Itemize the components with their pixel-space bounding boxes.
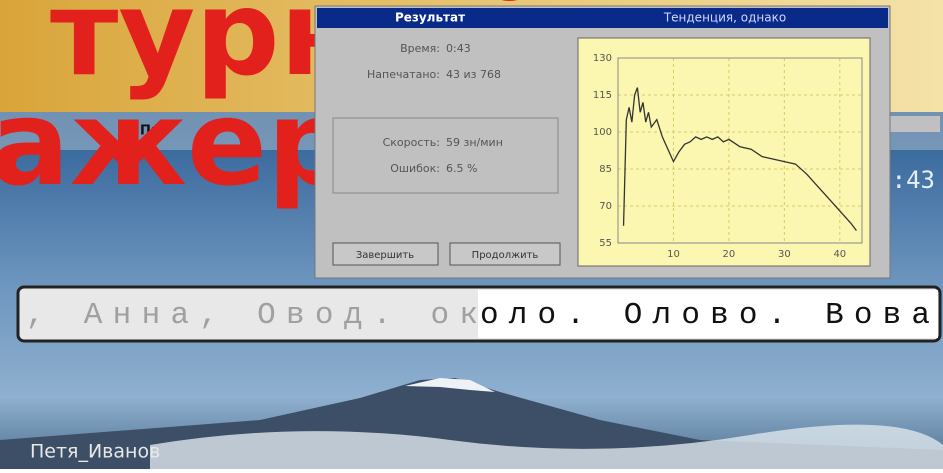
button-label[interactable]: Продолжить — [472, 250, 539, 261]
snow — [405, 378, 495, 392]
title-line-2: ажер — [0, 74, 352, 212]
pending-area — [478, 290, 938, 338]
y-tick-label: 55 — [599, 238, 612, 249]
dialog: Результат Тенденция, однако — [314, 5, 891, 279]
timer: :43 — [892, 166, 935, 194]
stat-label: Время: — [400, 42, 440, 55]
user-name: Петя_Иванов — [30, 441, 160, 463]
x-tick-label: 10 — [667, 249, 680, 260]
x-tick-label: 30 — [778, 249, 791, 260]
button[interactable] — [449, 242, 561, 266]
dialog-title: Результат — [395, 11, 465, 25]
x-tick-label: 20 — [723, 249, 736, 260]
button-label[interactable]: Завершить — [356, 250, 414, 261]
plot-frame — [617, 57, 863, 244]
stat-label: Ошибок: — [390, 162, 440, 175]
stat-value: 43 из 768 — [446, 68, 501, 81]
stat-value: 6.5 % — [446, 162, 477, 175]
stat-label: Скорость: — [383, 136, 440, 149]
line — [622, 87, 857, 232]
y-tick-label: 70 — [599, 201, 612, 212]
x-tick-label: 40 — [833, 249, 846, 260]
stat-value: 59 зн/мин — [446, 136, 503, 149]
chart-caption: Тенденция, однако — [663, 11, 786, 25]
dialog-title-bar — [317, 8, 888, 28]
window-buttons[interactable] — [890, 116, 940, 132]
results-box — [332, 117, 559, 194]
menu-item[interactable]: Пр — [140, 124, 160, 139]
y-tick-label: 115 — [593, 90, 612, 101]
clouds — [150, 424, 943, 469]
y-tick-label: 85 — [599, 164, 612, 175]
y-tick-label: 100 — [593, 127, 612, 138]
stat-label: Напечатано: — [367, 68, 440, 81]
button[interactable] — [332, 242, 439, 266]
y-tick-label: 130 — [593, 53, 612, 64]
stat-value: 0:43 — [446, 42, 471, 55]
chart-area — [577, 37, 871, 267]
